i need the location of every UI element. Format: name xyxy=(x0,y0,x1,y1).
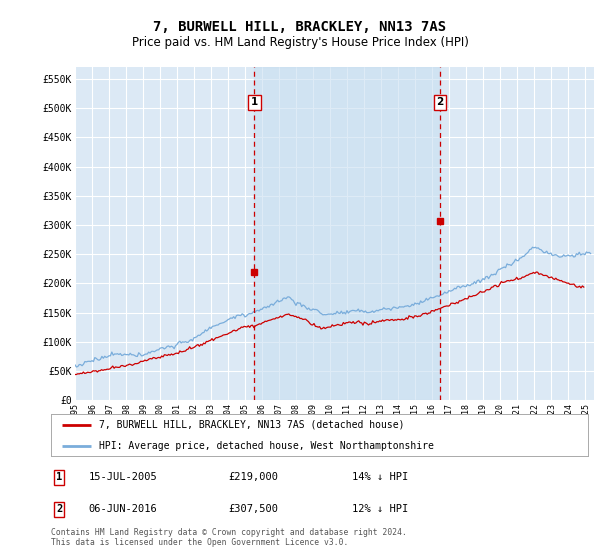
Text: 1: 1 xyxy=(251,97,258,108)
Text: 7, BURWELL HILL, BRACKLEY, NN13 7AS (detached house): 7, BURWELL HILL, BRACKLEY, NN13 7AS (det… xyxy=(100,420,405,430)
Text: Contains HM Land Registry data © Crown copyright and database right 2024.
This d: Contains HM Land Registry data © Crown c… xyxy=(51,528,407,547)
Text: HPI: Average price, detached house, West Northamptonshire: HPI: Average price, detached house, West… xyxy=(100,441,434,451)
Text: £307,500: £307,500 xyxy=(228,505,278,515)
Text: £219,000: £219,000 xyxy=(228,472,278,482)
Text: 2: 2 xyxy=(56,505,62,515)
Text: Price paid vs. HM Land Registry's House Price Index (HPI): Price paid vs. HM Land Registry's House … xyxy=(131,36,469,49)
Text: 06-JUN-2016: 06-JUN-2016 xyxy=(89,505,157,515)
Text: 15-JUL-2005: 15-JUL-2005 xyxy=(89,472,157,482)
Bar xyxy=(254,67,440,400)
Text: 7, BURWELL HILL, BRACKLEY, NN13 7AS: 7, BURWELL HILL, BRACKLEY, NN13 7AS xyxy=(154,20,446,34)
Text: 2: 2 xyxy=(436,97,443,108)
Text: 14% ↓ HPI: 14% ↓ HPI xyxy=(352,472,408,482)
Text: 1: 1 xyxy=(56,472,62,482)
Text: 12% ↓ HPI: 12% ↓ HPI xyxy=(352,505,408,515)
